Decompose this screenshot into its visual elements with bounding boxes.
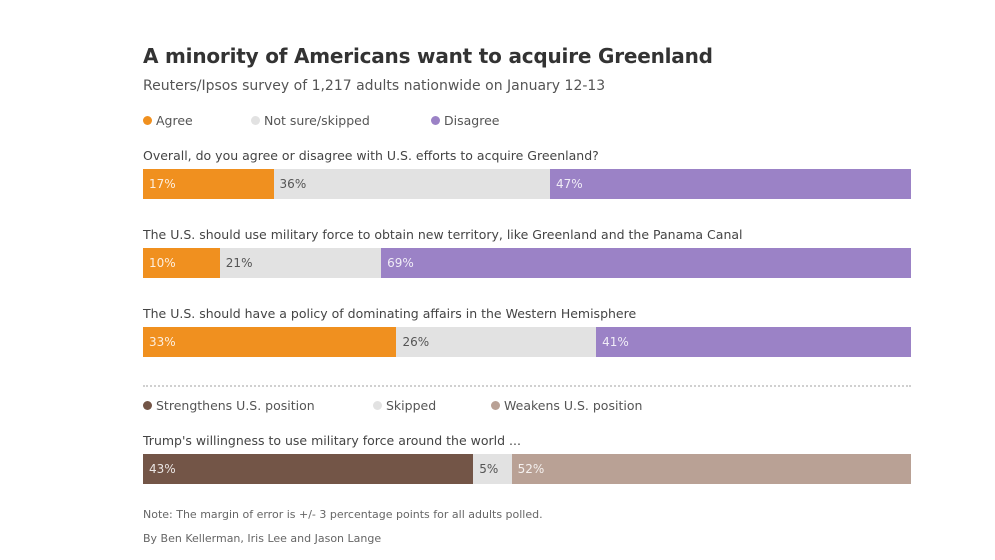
legend-label: Skipped [386,398,437,413]
bar-segment-agree: 10% [143,248,220,278]
data-label: 26% [402,335,430,349]
data-label: 41% [602,335,629,349]
bar-segment-disagree: 69% [381,248,911,278]
skipped-dot-icon [373,401,382,410]
question-4: Trump's willingness to use military forc… [143,433,521,448]
bar-segment-agree: 17% [143,169,274,199]
legend-label: Weakens U.S. position [504,398,643,413]
bar-segment-disagree: 41% [596,327,911,357]
data-label: 43% [149,462,176,476]
bar-question-3: 33% 26% 41% [143,327,911,357]
agree-dot-icon [143,116,152,125]
question-2: The U.S. should use military force to ob… [143,227,743,242]
chart-subtitle: Reuters/Ipsos survey of 1,217 adults nat… [143,78,606,94]
section-divider [143,385,911,387]
data-label: 69% [387,256,414,270]
chart-title: A minority of Americans want to acquire … [143,44,713,68]
disagree-dot-icon [431,116,440,125]
data-label: 17% [149,177,176,191]
data-label: 10% [149,256,176,270]
bar-question-2: 10% 21% 69% [143,248,911,278]
data-label: 52% [517,462,545,476]
footnote: Note: The margin of error is +/- 3 perce… [143,508,543,521]
legend-label: Agree [156,113,193,128]
bar-segment-skipped: 5% [473,454,512,484]
bar-question-4: 43% 5% 52% [143,454,911,484]
weakens-dot-icon [491,401,500,410]
bar-segment-weakens-u-s-position: 52% [511,454,911,484]
data-label: 36% [279,177,307,191]
question-1: Overall, do you agree or disagree with U… [143,148,599,163]
bar-segment-disagree: 47% [550,169,911,199]
bar-segment-strengthens-u-s-position: 43% [143,454,474,484]
bar-segment-not-sure-skipped: 26% [396,327,597,357]
byline: By Ben Kellerman, Iris Lee and Jason Lan… [143,532,382,545]
legend-label: Strengthens U.S. position [156,398,315,413]
legend-item-weakens: Weakens U.S. position [491,398,642,413]
legend-item-disagree: Disagree [431,113,499,128]
legend-label: Disagree [444,113,500,128]
legend-item-skipped: Skipped [373,398,436,413]
legend-item-not-sure: Not sure/skipped [251,113,370,128]
legend-item-strengthens: Strengthens U.S. position [143,398,315,413]
data-label: 21% [225,256,253,270]
data-label: 47% [556,177,583,191]
bar-segment-not-sure-skipped: 21% [219,248,382,278]
bar-segment-not-sure-skipped: 36% [273,169,551,199]
question-3: The U.S. should have a policy of dominat… [143,306,637,321]
strengthens-dot-icon [143,401,152,410]
data-label: 33% [149,335,176,349]
data-label: 5% [479,462,499,476]
legend-item-agree: Agree [143,113,193,128]
not-sure-dot-icon [251,116,260,125]
bar-segment-agree: 33% [143,327,397,357]
legend-label: Not sure/skipped [264,113,370,128]
bar-question-1: 17% 36% 47% [143,169,911,199]
